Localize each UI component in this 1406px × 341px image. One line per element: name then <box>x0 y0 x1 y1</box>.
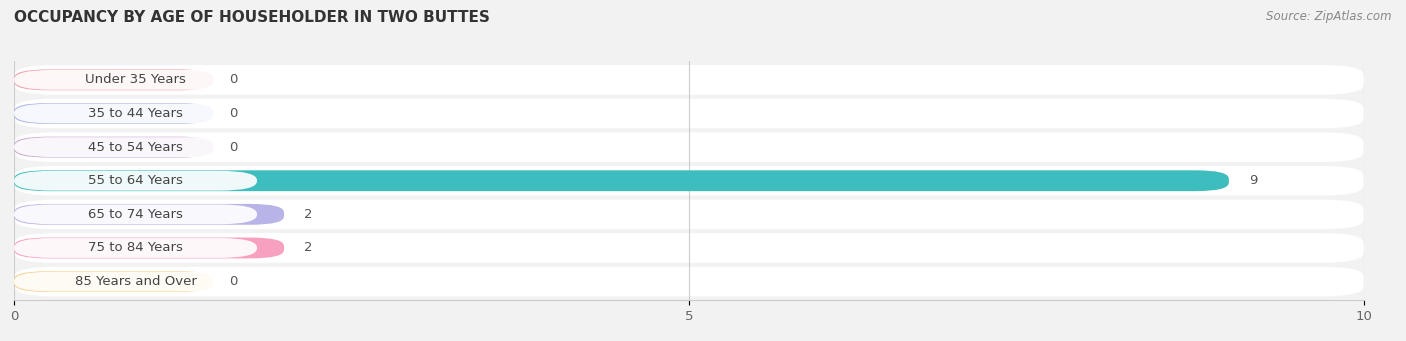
FancyBboxPatch shape <box>14 271 214 292</box>
FancyBboxPatch shape <box>14 132 1364 162</box>
FancyBboxPatch shape <box>14 65 1364 95</box>
FancyBboxPatch shape <box>14 166 1364 195</box>
Text: 2: 2 <box>304 241 312 254</box>
FancyBboxPatch shape <box>14 70 214 90</box>
FancyBboxPatch shape <box>14 70 257 90</box>
Text: Source: ZipAtlas.com: Source: ZipAtlas.com <box>1267 10 1392 23</box>
Text: 0: 0 <box>229 73 238 86</box>
Text: 0: 0 <box>229 107 238 120</box>
Text: 0: 0 <box>229 275 238 288</box>
Text: 9: 9 <box>1249 174 1257 187</box>
Text: 35 to 44 Years: 35 to 44 Years <box>89 107 183 120</box>
FancyBboxPatch shape <box>14 272 257 292</box>
FancyBboxPatch shape <box>14 137 214 158</box>
FancyBboxPatch shape <box>14 104 257 123</box>
FancyBboxPatch shape <box>14 204 284 225</box>
Text: 0: 0 <box>229 140 238 153</box>
FancyBboxPatch shape <box>14 205 257 224</box>
FancyBboxPatch shape <box>14 267 1364 296</box>
Text: 75 to 84 Years: 75 to 84 Years <box>89 241 183 254</box>
Text: OCCUPANCY BY AGE OF HOUSEHOLDER IN TWO BUTTES: OCCUPANCY BY AGE OF HOUSEHOLDER IN TWO B… <box>14 10 489 25</box>
FancyBboxPatch shape <box>14 99 1364 128</box>
FancyBboxPatch shape <box>14 137 257 157</box>
Text: 2: 2 <box>304 208 312 221</box>
Text: Under 35 Years: Under 35 Years <box>86 73 186 86</box>
FancyBboxPatch shape <box>14 238 257 258</box>
Text: 85 Years and Over: 85 Years and Over <box>75 275 197 288</box>
FancyBboxPatch shape <box>14 103 214 124</box>
FancyBboxPatch shape <box>14 170 1229 191</box>
FancyBboxPatch shape <box>14 233 1364 263</box>
FancyBboxPatch shape <box>14 238 284 258</box>
Text: 45 to 54 Years: 45 to 54 Years <box>89 140 183 153</box>
Text: 65 to 74 Years: 65 to 74 Years <box>89 208 183 221</box>
FancyBboxPatch shape <box>14 171 257 191</box>
Text: 55 to 64 Years: 55 to 64 Years <box>89 174 183 187</box>
FancyBboxPatch shape <box>14 199 1364 229</box>
